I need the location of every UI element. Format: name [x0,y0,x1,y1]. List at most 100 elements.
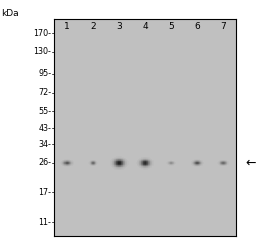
Bar [111,166,112,167]
Bar [117,161,118,162]
Bar [198,159,199,160]
Bar [63,161,64,162]
Bar [116,158,117,159]
Bar [169,163,170,164]
Bar [149,164,150,165]
Bar [139,161,140,162]
Bar [70,160,71,161]
Bar [152,163,153,164]
Bar [127,160,128,161]
Bar [90,161,91,162]
Bar [118,158,119,159]
Bar [137,163,138,164]
Bar [149,166,150,167]
Bar [153,161,154,162]
Bar [171,163,172,164]
Bar [145,169,146,170]
Bar [70,163,71,164]
Bar [72,162,73,163]
Bar [142,167,143,168]
Bar [116,165,117,166]
Bar [191,161,192,162]
Bar [93,165,94,166]
Bar [64,164,65,165]
Bar [119,166,120,167]
Bar [153,162,154,163]
Bar [125,160,126,161]
Bar [148,161,149,162]
Bar [146,167,147,168]
Bar [95,160,96,161]
Bar [226,164,227,165]
Bar [94,165,95,166]
Bar [142,158,143,159]
Bar [116,164,117,165]
Bar [227,160,228,161]
Bar [222,161,223,162]
Bar [119,165,120,166]
Bar [125,167,126,168]
Bar [199,159,200,160]
Bar [122,157,123,158]
Bar [121,169,122,170]
Bar [173,165,174,166]
Bar [225,165,226,166]
Bar [73,164,74,165]
Bar [193,162,194,163]
Bar [73,162,74,163]
Bar [114,165,115,166]
Bar [124,164,125,165]
Bar [171,161,172,162]
Bar [202,164,203,165]
Bar [199,163,200,164]
Bar [120,156,121,157]
Bar [124,161,125,162]
Bar [203,163,204,164]
Bar [149,168,150,169]
Bar [223,163,224,164]
Bar [195,159,196,160]
Bar [117,169,118,170]
Bar [172,164,173,165]
Bar [196,165,197,166]
Bar [198,162,199,163]
Bar [93,164,94,165]
Bar [116,168,117,169]
Bar [89,163,90,164]
Bar [63,165,64,166]
Bar [119,161,120,162]
Bar [119,159,120,160]
Bar [193,165,194,166]
Bar [145,161,146,162]
Bar [149,162,150,163]
Bar [172,160,173,161]
Bar [143,159,144,160]
Bar [118,166,119,167]
Bar [202,160,203,161]
Bar [144,161,145,162]
Bar [127,162,128,163]
Bar [123,161,124,162]
Bar [199,161,200,162]
Bar [221,165,222,166]
Bar [198,163,199,164]
Bar [111,161,112,162]
Bar [142,166,143,167]
Bar [220,163,221,164]
Bar [152,164,153,165]
Bar [113,162,114,163]
Bar [147,169,148,170]
Bar [139,166,140,167]
Bar [142,162,143,163]
Bar [115,157,116,158]
Bar [143,168,144,169]
Bar [117,165,118,166]
Bar [120,163,121,164]
Bar [141,158,142,159]
Bar [140,158,141,159]
Bar [121,165,122,166]
Bar [95,162,96,163]
Bar [194,160,195,161]
Bar [121,163,122,164]
Bar [93,160,94,161]
